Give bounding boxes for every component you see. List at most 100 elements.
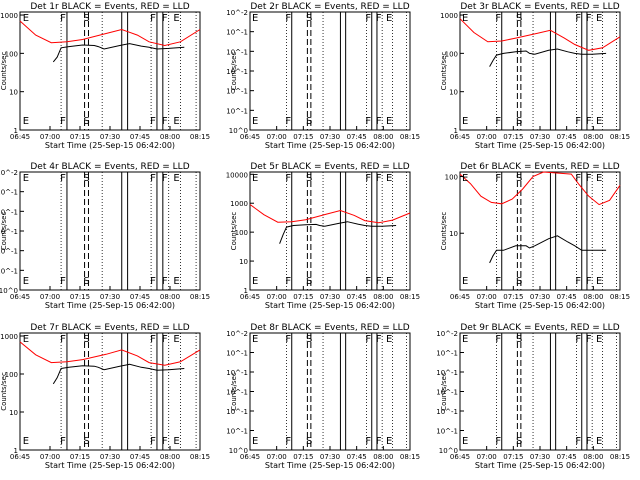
marker-f: F	[60, 116, 66, 127]
x-tick-label: 07:00	[40, 453, 60, 461]
marker-top-f: F	[586, 334, 592, 345]
y-tick-label: 10^-2	[436, 330, 458, 338]
marker-e: E	[386, 436, 392, 447]
y-tick-label: 10^-1	[226, 88, 248, 96]
series-events	[52, 43, 185, 63]
marker-f: F	[162, 116, 168, 127]
marker-e: E	[173, 116, 179, 127]
marker-f: F	[376, 116, 382, 127]
marker-e: E	[596, 436, 602, 447]
y-tick-label: 100	[5, 371, 18, 379]
x-tick-label: 07:30	[320, 293, 340, 301]
x-tick-label: 07:00	[477, 133, 497, 141]
marker-s: S	[516, 436, 522, 447]
panel-title: Det 6r BLACK = Events, RED = LLD	[460, 162, 619, 172]
x-axis-label: Start Time (25-Sep-15 06:42:00)	[265, 141, 395, 150]
marker-top-f: F	[162, 13, 168, 24]
x-tick-label: 07:45	[130, 133, 150, 141]
marker-f: F	[495, 116, 501, 127]
marker-e: E	[386, 116, 392, 127]
y-axis-label: Counts/sec	[440, 212, 448, 251]
marker-f: F	[495, 276, 501, 287]
marker-top-e: E	[252, 173, 258, 184]
marker-f: F	[575, 436, 581, 447]
marker-e: E	[462, 436, 468, 447]
marker-top-e: E	[252, 13, 258, 24]
marker-top-s: S	[516, 334, 522, 345]
x-tick-label: 06:45	[240, 453, 260, 461]
x-tick-label: 07:15	[293, 293, 313, 301]
x-tick-label: 08:15	[400, 453, 420, 461]
y-tick-label: 10000	[226, 171, 248, 179]
marker-f: F	[365, 436, 371, 447]
y-tick-label: 10^-1	[0, 208, 18, 216]
x-tick-label: 08:15	[400, 293, 420, 301]
x-tick-label: 07:15	[503, 453, 523, 461]
x-tick-label: 07:00	[267, 133, 287, 141]
y-tick-label: 10^-2	[226, 9, 248, 17]
x-tick-label: 08:15	[190, 453, 210, 461]
marker-top-s: S	[516, 13, 522, 24]
x-tick-label: 08:00	[583, 453, 603, 461]
y-tick-label: 10^-1	[226, 389, 248, 397]
marker-e: E	[596, 116, 602, 127]
marker-e: E	[252, 436, 258, 447]
panel-3: Det 3r BLACK = Events, RED = LLD 1 10 100 10…	[440, 2, 630, 150]
y-tick-label: 10	[239, 258, 248, 266]
marker-top-f: F	[162, 334, 168, 345]
y-tick-label: 10^0	[439, 447, 458, 455]
x-tick-label: 06:45	[10, 293, 30, 301]
y-tick-label: 1	[454, 127, 458, 135]
marker-top-e: E	[23, 173, 29, 184]
marker-f: F	[586, 276, 592, 287]
y-tick-label: 100	[445, 50, 458, 58]
panel-5: Det 5r BLACK = Events, RED = LLD 1 10 100 10…	[226, 162, 420, 310]
x-tick-label: 07:00	[40, 133, 60, 141]
panel-title: Det 7r BLACK = Events, RED = LLD	[30, 323, 189, 333]
x-tick-label: 07:45	[557, 293, 577, 301]
series-lld	[459, 171, 621, 206]
panel-title: Det 8r BLACK = Events, RED = LLD	[250, 323, 409, 333]
x-tick-label: 07:30	[320, 133, 340, 141]
x-tick-label: 07:00	[477, 293, 497, 301]
marker-s: S	[83, 116, 89, 127]
marker-top-f: F	[365, 13, 371, 24]
x-tick-label: 07:15	[293, 453, 313, 461]
marker-top-f: F	[495, 173, 501, 184]
marker-f: F	[285, 116, 291, 127]
marker-f: F	[150, 276, 156, 287]
marker-f: F	[495, 436, 501, 447]
y-tick-label: 100	[5, 50, 18, 58]
y-tick-label: 1	[244, 287, 248, 295]
y-tick-label: 10^-2	[226, 330, 248, 338]
marker-top-f: F	[365, 334, 371, 345]
marker-top-s: S	[83, 13, 89, 24]
marker-top-s: S	[83, 173, 89, 184]
marker-top-s: S	[306, 334, 312, 345]
series-lld	[19, 341, 201, 366]
marker-top-e: E	[596, 334, 602, 345]
panel-title: Det 4r BLACK = Events, RED = LLD	[30, 162, 189, 172]
x-tick-label: 08:15	[610, 293, 630, 301]
marker-top-f: F	[586, 173, 592, 184]
y-tick-label: 10^-1	[0, 228, 18, 236]
x-tick-label: 07:45	[347, 293, 367, 301]
y-tick-label: 10	[449, 230, 458, 238]
marker-top-f: F	[60, 334, 66, 345]
marker-e: E	[173, 436, 179, 447]
marker-top-f: F	[60, 173, 66, 184]
x-tick-label: 08:00	[160, 133, 180, 141]
x-tick-label: 06:45	[450, 293, 470, 301]
y-tick-label: 10	[449, 89, 458, 97]
x-tick-label: 08:00	[373, 293, 393, 301]
x-tick-label: 08:15	[190, 133, 210, 141]
x-tick-label: 07:30	[530, 293, 550, 301]
x-tick-label: 07:00	[267, 293, 287, 301]
marker-top-e: E	[252, 334, 258, 345]
x-tick-label: 08:00	[160, 293, 180, 301]
x-tick-label: 07:30	[530, 133, 550, 141]
marker-e: E	[386, 276, 392, 287]
marker-f: F	[365, 276, 371, 287]
x-tick-label: 06:45	[450, 453, 470, 461]
marker-e: E	[173, 276, 179, 287]
